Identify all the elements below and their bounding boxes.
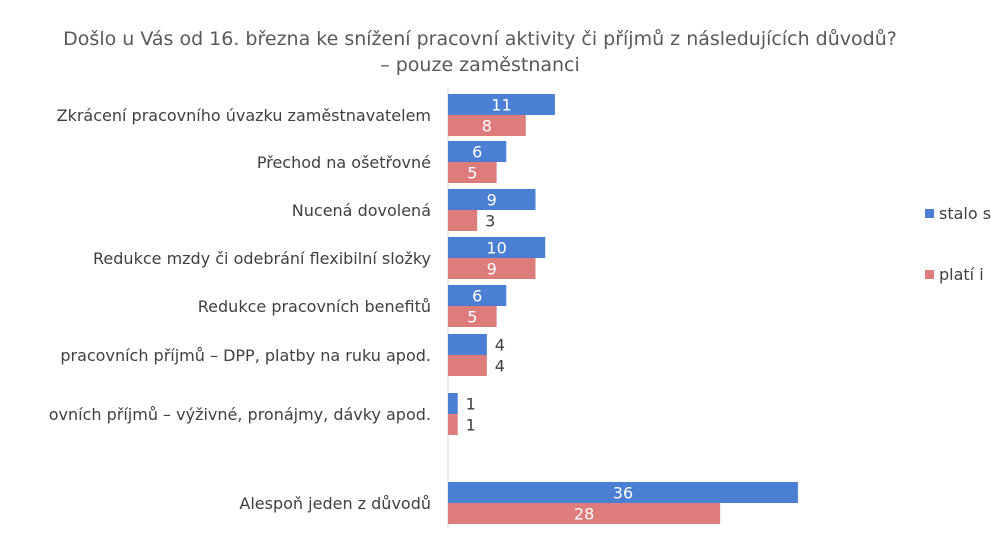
data-label: 6 (472, 143, 482, 162)
category-label: Redukce mzdy či odebrání flexibilní slož… (93, 249, 431, 268)
chart-title: Došlo u Vás od 16. března ke snížení pra… (63, 28, 897, 50)
bar-series-2 (448, 258, 536, 279)
data-label: 3 (485, 212, 495, 231)
bar-series-1 (448, 334, 487, 355)
data-label: 4 (495, 357, 505, 376)
bar-series-2 (448, 414, 458, 435)
category-label: Redukce pracovních benefitů (198, 297, 431, 316)
bar-series-1 (448, 393, 458, 414)
chart-subtitle: – pouze zaměstnanci (380, 54, 580, 76)
legend-swatch (925, 270, 934, 279)
category-label: Zkrácení pracovního úvazku zaměstnavatel… (57, 106, 431, 125)
data-label: 9 (487, 260, 497, 279)
data-label: 1 (466, 416, 476, 435)
category-label: Přechod na ošetřovné (257, 153, 431, 172)
category-label: Alespoň jeden z důvodů (239, 494, 431, 513)
bar-series-2 (448, 115, 526, 136)
category-label: pracovních příjmů – DPP, platby na ruku … (60, 346, 431, 365)
bar-series-2 (448, 210, 478, 231)
bar-series-1 (448, 285, 507, 306)
bar-series-2 (448, 306, 497, 327)
bar-series-1 (448, 189, 536, 210)
data-label: 5 (467, 308, 477, 327)
data-label: 11 (491, 96, 511, 115)
bar-series-1 (448, 94, 555, 115)
category-label: Nucená dovolená (292, 201, 431, 220)
legend-swatch (925, 209, 934, 218)
legend-label: stalo s (939, 204, 991, 223)
bar-series-2 (448, 162, 497, 183)
bar-series-1 (448, 237, 546, 258)
bar-series-2 (448, 355, 487, 376)
data-label: 4 (495, 336, 505, 355)
bar-series-2 (448, 503, 721, 524)
data-label: 6 (472, 287, 482, 306)
data-label: 1 (466, 395, 476, 414)
data-label: 10 (486, 239, 506, 258)
legend-label: platí i (939, 265, 984, 284)
data-label: 9 (487, 191, 497, 210)
bar-series-1 (448, 141, 507, 162)
data-label: 8 (482, 117, 492, 136)
data-label: 5 (467, 164, 477, 183)
data-label: 28 (574, 505, 594, 524)
bar-series-1 (448, 482, 798, 503)
data-label: 36 (613, 484, 633, 503)
category-label: ovních příjmů – výživné, pronájmy, dávky… (49, 405, 431, 424)
